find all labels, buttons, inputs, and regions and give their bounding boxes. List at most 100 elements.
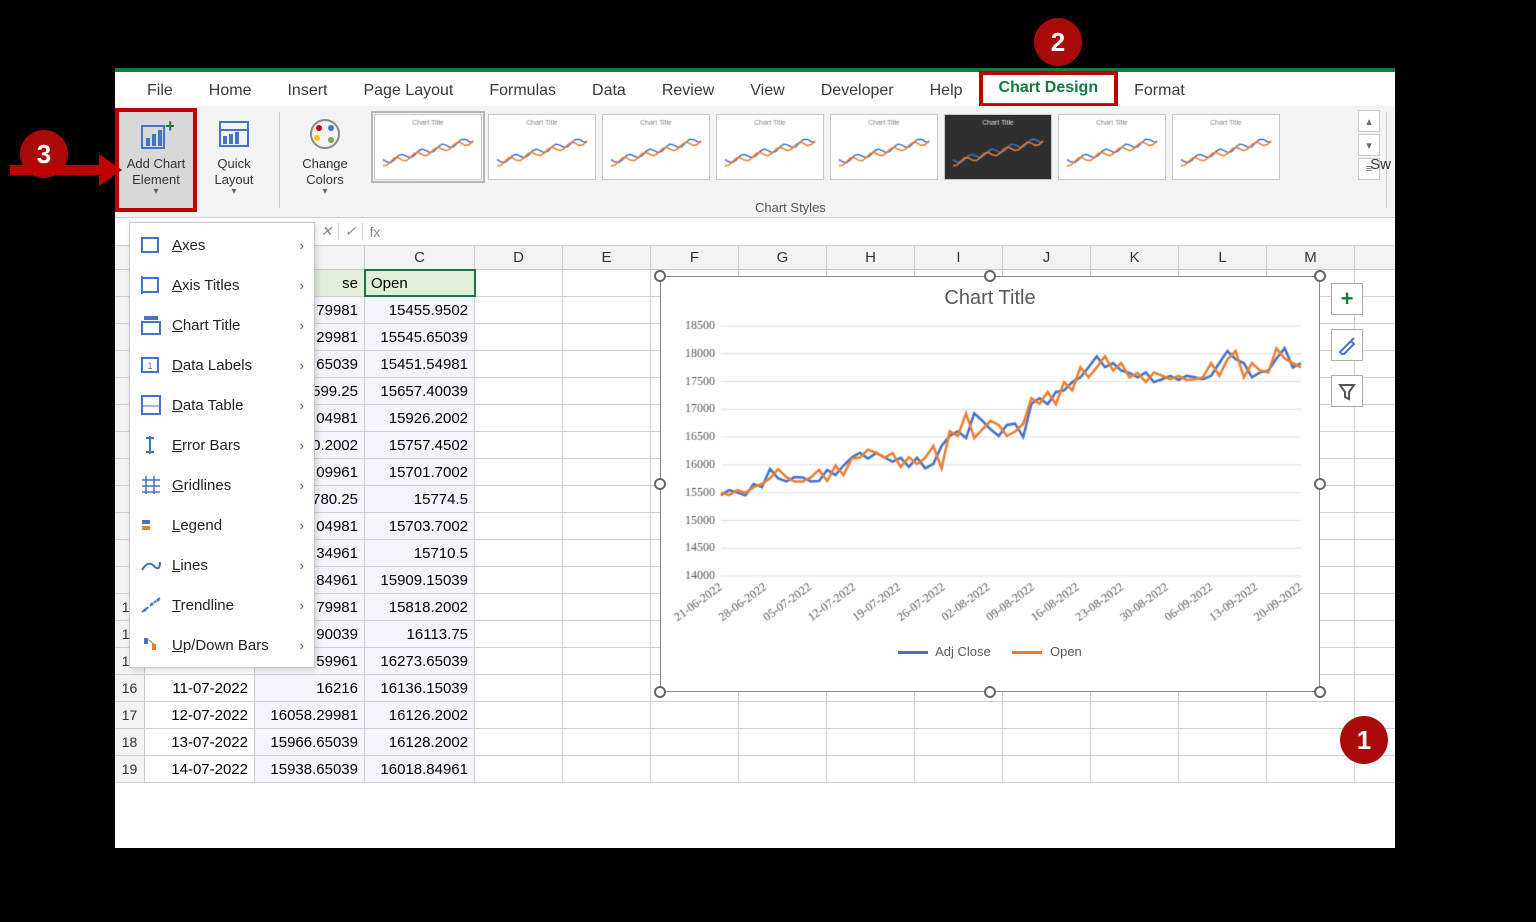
cell[interactable] xyxy=(651,756,739,782)
chart-filters-button[interactable] xyxy=(1331,375,1363,407)
menu-item-legend[interactable]: Legend› xyxy=(130,505,314,545)
cell[interactable] xyxy=(915,729,1003,755)
cell[interactable] xyxy=(739,729,827,755)
cell[interactable] xyxy=(827,702,915,728)
cell[interactable] xyxy=(563,486,651,512)
chart-handle[interactable] xyxy=(654,270,666,282)
cell[interactable] xyxy=(563,540,651,566)
cell[interactable] xyxy=(563,324,651,350)
chart-elements-button[interactable]: + xyxy=(1331,283,1363,315)
tab-chart-design[interactable]: Chart Design xyxy=(981,73,1117,106)
cell[interactable] xyxy=(1179,702,1267,728)
chart-style-thumb[interactable] xyxy=(374,114,482,180)
tab-view[interactable]: View xyxy=(732,76,802,106)
column-header[interactable]: I xyxy=(915,246,1003,269)
enter-fx-icon[interactable]: ✓ xyxy=(339,223,363,240)
cell[interactable] xyxy=(475,675,563,701)
column-header[interactable]: M xyxy=(1267,246,1355,269)
cell[interactable] xyxy=(563,567,651,593)
cell[interactable]: 15757.4502 xyxy=(365,432,475,458)
cell[interactable]: 16018.84961 xyxy=(365,756,475,782)
cell[interactable] xyxy=(563,675,651,701)
cell[interactable] xyxy=(1003,729,1091,755)
cell[interactable] xyxy=(475,567,563,593)
cell[interactable] xyxy=(827,729,915,755)
cell[interactable]: 15909.15039 xyxy=(365,567,475,593)
cell[interactable] xyxy=(1003,702,1091,728)
cell[interactable]: 15703.7002 xyxy=(365,513,475,539)
row-header[interactable]: 18 xyxy=(115,729,145,755)
cell[interactable]: 15545.65039 xyxy=(365,324,475,350)
menu-item-data-table[interactable]: Data Table› xyxy=(130,385,314,425)
cell[interactable] xyxy=(563,459,651,485)
column-header[interactable]: L xyxy=(1179,246,1267,269)
column-header[interactable]: K xyxy=(1091,246,1179,269)
column-header[interactable]: H xyxy=(827,246,915,269)
cell[interactable]: 15938.65039 xyxy=(255,756,365,782)
tab-data[interactable]: Data xyxy=(574,76,644,106)
cell[interactable] xyxy=(563,297,651,323)
chart-style-thumb[interactable] xyxy=(488,114,596,180)
cell[interactable] xyxy=(563,594,651,620)
chart-style-thumb[interactable] xyxy=(1058,114,1166,180)
cell[interactable]: 15774.5 xyxy=(365,486,475,512)
chart-legend[interactable]: Adj Close Open xyxy=(661,644,1319,659)
cell[interactable] xyxy=(563,270,651,296)
cell[interactable]: 14-07-2022 xyxy=(145,756,255,782)
chart-style-thumb[interactable] xyxy=(716,114,824,180)
menu-item-up-down-bars[interactable]: Up/Down Bars› xyxy=(130,625,314,665)
row-header[interactable]: 17 xyxy=(115,702,145,728)
cell[interactable] xyxy=(475,378,563,404)
column-header[interactable]: E xyxy=(563,246,651,269)
cell[interactable] xyxy=(475,297,563,323)
cell[interactable]: 16113.75 xyxy=(365,621,475,647)
cell[interactable] xyxy=(739,702,827,728)
row-header[interactable]: 16 xyxy=(115,675,145,701)
menu-item-axes[interactable]: Axes› xyxy=(130,225,314,265)
cell[interactable] xyxy=(475,648,563,674)
chart-plot-area[interactable] xyxy=(671,316,1311,636)
cell[interactable] xyxy=(475,432,563,458)
style-scroll-down[interactable]: ▾ xyxy=(1358,134,1380,156)
chart-handle[interactable] xyxy=(1314,686,1326,698)
cell[interactable]: 16216 xyxy=(255,675,365,701)
chart-handle[interactable] xyxy=(984,270,996,282)
cell[interactable] xyxy=(1091,702,1179,728)
cell[interactable]: 15701.7002 xyxy=(365,459,475,485)
chart-handle[interactable] xyxy=(1314,478,1326,490)
cell[interactable] xyxy=(827,756,915,782)
cell[interactable] xyxy=(563,378,651,404)
cell[interactable] xyxy=(1179,729,1267,755)
cell[interactable]: 15926.2002 xyxy=(365,405,475,431)
cell[interactable] xyxy=(563,702,651,728)
tab-page-layout[interactable]: Page Layout xyxy=(345,76,471,106)
cell[interactable] xyxy=(1267,756,1355,782)
cell[interactable]: 11-07-2022 xyxy=(145,675,255,701)
cell[interactable] xyxy=(563,405,651,431)
cell[interactable] xyxy=(475,405,563,431)
cell[interactable] xyxy=(475,324,563,350)
menu-item-error-bars[interactable]: Error Bars› xyxy=(130,425,314,465)
chart-style-thumb[interactable] xyxy=(602,114,710,180)
cell[interactable]: 15455.9502 xyxy=(365,297,475,323)
menu-item-lines[interactable]: Lines› xyxy=(130,545,314,585)
quick-layout-button[interactable]: QuickLayout ▾ xyxy=(195,110,273,210)
cell[interactable]: 15657.40039 xyxy=(365,378,475,404)
chart-title[interactable]: Chart Title xyxy=(661,277,1319,316)
fx-icon[interactable]: fx xyxy=(363,224,387,240)
cell[interactable] xyxy=(1179,756,1267,782)
cell[interactable] xyxy=(915,702,1003,728)
cell[interactable]: 16128.2002 xyxy=(365,729,475,755)
column-header[interactable]: G xyxy=(739,246,827,269)
switch-row-column-partial[interactable]: Sw xyxy=(1370,156,1391,173)
cell[interactable] xyxy=(563,621,651,647)
menu-item-data-labels[interactable]: 1Data Labels› xyxy=(130,345,314,385)
cell[interactable] xyxy=(475,270,563,296)
cell[interactable]: 15818.2002 xyxy=(365,594,475,620)
column-header[interactable]: D xyxy=(475,246,563,269)
tab-file[interactable]: File xyxy=(129,76,191,106)
cell[interactable] xyxy=(475,540,563,566)
cell[interactable]: 13-07-2022 xyxy=(145,729,255,755)
tab-format[interactable]: Format xyxy=(1116,76,1203,106)
cell[interactable] xyxy=(651,729,739,755)
